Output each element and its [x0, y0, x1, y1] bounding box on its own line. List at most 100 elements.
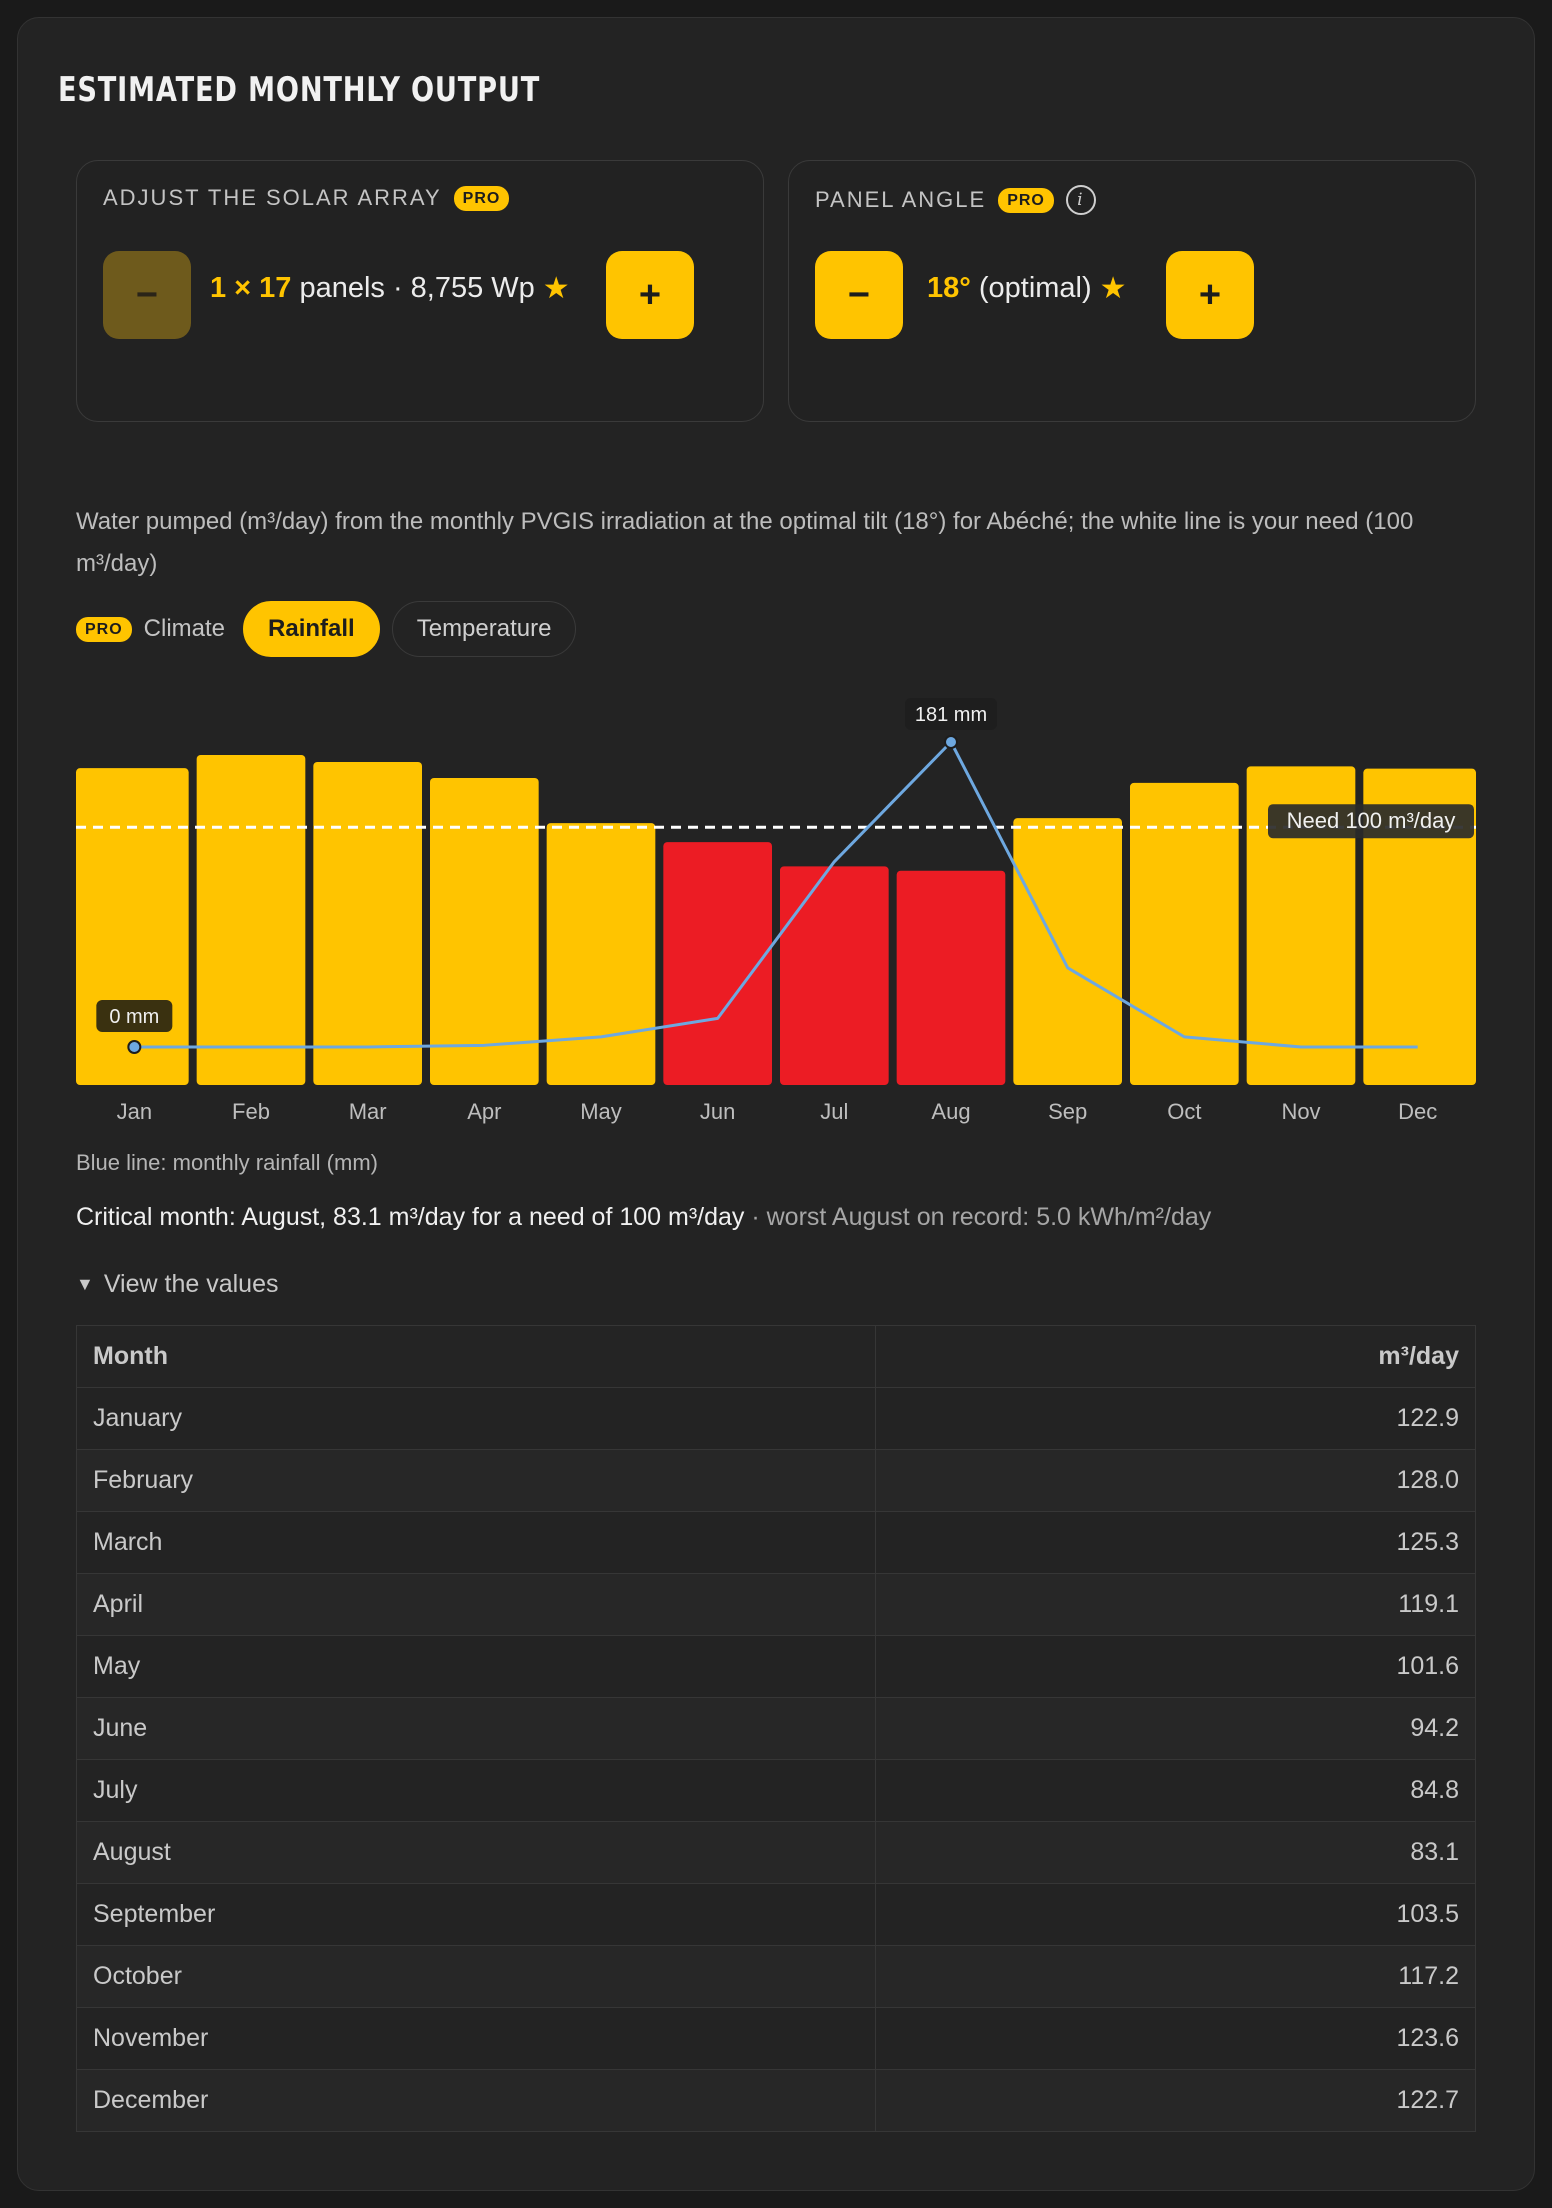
table-row: July 84.8 [76, 1759, 1476, 1822]
rainfall-line [134, 740, 1418, 1049]
rainfall-chip[interactable]: Rainfall [243, 601, 380, 657]
month-cell: May [76, 1635, 876, 1698]
month-cell: November [76, 2007, 876, 2070]
panels-value: 1 × 17 panels · 8,755 Wp ★ [210, 271, 570, 306]
angle-value: 18° (optimal) ★ [927, 271, 1127, 306]
x-tick-label: Jul [820, 1099, 848, 1124]
table-row: September 103.5 [76, 1883, 1476, 1946]
values-table: Month m³/day January 122.9 February 128.0 Ma… [76, 1325, 1476, 2132]
climate-toggle: PRO Climate Rainfall Temperature [76, 600, 577, 658]
month-cell: January [76, 1387, 876, 1450]
solar-array-panel: ADJUST THE SOLAR ARRAY PRO − 1 × 17 pane… [76, 160, 764, 422]
x-tick-label: Feb [232, 1099, 270, 1124]
decrease-angle-button[interactable]: − [815, 251, 903, 339]
bar-may [546, 823, 656, 1085]
output-cell: 122.9 [875, 1387, 1476, 1450]
bar-oct [1130, 782, 1239, 1085]
view-values-label: View the values [103, 1270, 279, 1298]
table-row: February 128.0 [76, 1449, 1476, 1512]
panels-count: 1 × 17 [210, 272, 292, 304]
solar-array-label: ADJUST THE SOLAR ARRAY [103, 185, 442, 210]
month-cell: March [76, 1511, 876, 1574]
section-title: ESTIMATED MONTHLY OUTPUT [58, 70, 541, 110]
temperature-chip[interactable]: Temperature [391, 601, 577, 657]
output-cell: 103.5 [875, 1883, 1476, 1946]
star-icon: ★ [1099, 272, 1127, 305]
month-cell: December [76, 2069, 876, 2132]
table-row: May 101.6 [76, 1635, 1476, 1698]
month-cell: July [76, 1759, 876, 1822]
month-cell: June [76, 1697, 876, 1760]
bar-apr [430, 777, 539, 1085]
x-tick-label: Dec [1398, 1099, 1437, 1124]
output-cell: 101.6 [875, 1635, 1476, 1698]
view-values-toggle[interactable]: ▼ View the values [76, 1270, 278, 1299]
min-label-bg [96, 1000, 173, 1032]
bar-sep [1013, 818, 1122, 1085]
rainfall-legend-note: Blue line: monthly rainfall (mm) [76, 1150, 378, 1175]
table-row: April 119.1 [76, 1573, 1476, 1636]
panel-angle-label: PANEL ANGLE [815, 187, 987, 212]
bar-nov [1246, 766, 1356, 1085]
x-tick-label: Apr [467, 1099, 501, 1124]
critical-month-summary: Critical month: August, 83.1 m³/day for … [76, 1203, 1211, 1232]
rainfall-min-label: 0 mm [109, 1006, 159, 1028]
month-column-header: Month [76, 1325, 876, 1388]
x-tick-label: Oct [1167, 1099, 1201, 1124]
table-header-row: Month m³/day [76, 1325, 1476, 1388]
month-cell: October [76, 1945, 876, 2008]
x-tick-label: May [580, 1099, 622, 1124]
climate-label: Climate [143, 615, 226, 642]
month-cell: April [76, 1573, 876, 1636]
rainfall-max-point [944, 735, 958, 749]
table-row: August 83.1 [76, 1821, 1476, 1884]
increase-angle-button[interactable]: + [1166, 251, 1254, 339]
star-icon: ★ [542, 272, 570, 305]
output-cell: 94.2 [875, 1697, 1476, 1760]
x-tick-label: Sep [1048, 1099, 1087, 1124]
max-label-bg [905, 698, 997, 730]
output-cell: 83.1 [875, 1821, 1476, 1884]
critical-month-text: Critical month: August, 83.1 m³/day for … [76, 1203, 745, 1231]
pro-badge: PRO [998, 187, 1054, 213]
need-label-bg [1268, 804, 1474, 839]
bar-feb [196, 755, 306, 1085]
bar-mar [313, 761, 422, 1085]
table-row: December 122.7 [76, 2069, 1476, 2132]
output-cell: 119.1 [875, 1573, 1476, 1636]
bar-aug [896, 870, 1006, 1085]
table-row: October 117.2 [76, 1945, 1476, 2008]
info-icon[interactable]: i [1065, 185, 1096, 215]
output-cell: 125.3 [875, 1511, 1476, 1574]
pro-badge: PRO [76, 616, 132, 642]
x-tick-label: Mar [349, 1099, 387, 1124]
bar-dec [1363, 768, 1476, 1085]
table-row: November 123.6 [76, 2007, 1476, 2070]
panels-power: panels · 8,755 Wp [299, 272, 535, 304]
output-cell: 122.7 [875, 2069, 1476, 2132]
triangle-down-icon: ▼ [76, 1274, 94, 1294]
rainfall-max-label: 181 mm [915, 704, 987, 726]
table-row: June 94.2 [76, 1697, 1476, 1760]
decrease-panels-button[interactable]: − [103, 251, 191, 339]
panel-angle-panel: PANEL ANGLE PRO i − 18° (optimal) ★ + [788, 160, 1476, 422]
month-cell: September [76, 1883, 876, 1946]
x-tick-label: Jun [700, 1099, 735, 1124]
bar-jan [76, 768, 189, 1085]
output-column-header: m³/day [875, 1325, 1476, 1388]
increase-panels-button[interactable]: + [606, 251, 694, 339]
x-tick-label: Nov [1281, 1099, 1320, 1124]
chart-description: Water pumped (m³/day) from the monthly P… [76, 508, 1414, 577]
month-cell: February [76, 1449, 876, 1512]
worst-record-text: · worst August on record: 5.0 kWh/m²/day [744, 1203, 1212, 1231]
x-tick-label: Jan [117, 1099, 152, 1124]
need-line-label: Need 100 m³/day [1287, 808, 1456, 833]
output-cell: 123.6 [875, 2007, 1476, 2070]
output-cell: 84.8 [875, 1759, 1476, 1822]
table-row: January 122.9 [76, 1387, 1476, 1450]
angle-optimal-note: (optimal) [978, 272, 1092, 304]
angle-degrees: 18° [927, 272, 971, 304]
table-row: March 125.3 [76, 1511, 1476, 1574]
pro-badge: PRO [453, 185, 510, 211]
rainfall-min-point [127, 1040, 142, 1054]
